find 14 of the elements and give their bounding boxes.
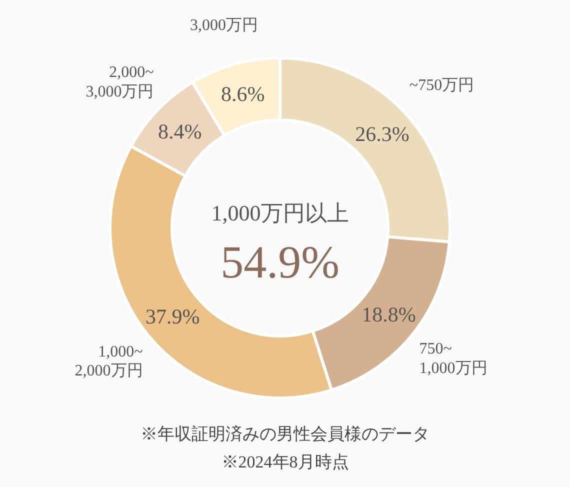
text: 54.9% xyxy=(220,236,340,288)
slice-label: 3,000万円 xyxy=(190,17,258,34)
slice-label: 750~ 1,000万円 xyxy=(419,340,488,377)
data-label: 18.8% xyxy=(362,302,416,327)
data-label: 37.9% xyxy=(145,304,200,328)
text: 1,000万円以上 xyxy=(211,200,349,226)
data-label: 8.6% xyxy=(221,82,265,106)
slice-label: ~750万円 xyxy=(409,77,474,94)
slice-label: 2,000~ 3,000万円 xyxy=(86,64,154,100)
text: ※2024年8月時点 xyxy=(221,452,349,472)
data-label: 8.4% xyxy=(158,120,202,144)
data-label: 26.3% xyxy=(355,122,410,146)
slice-label: 1,000~ 2,000万円 xyxy=(74,343,144,380)
text: ※年収証明済みの男性会員様のデータ xyxy=(140,424,430,444)
